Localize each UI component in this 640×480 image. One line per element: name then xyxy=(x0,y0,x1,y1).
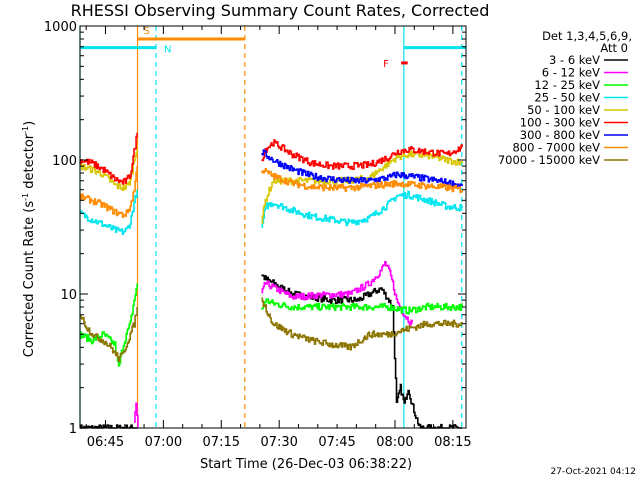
chart-title: RHESSI Observing Summary Count Rates, Co… xyxy=(71,1,490,20)
y-tick-labels: 1 10 100 1000 xyxy=(44,20,77,437)
x-tick-labels: 06:45 07:00 07:15 07:30 07:45 08:00 08:15 xyxy=(87,435,472,450)
series-800-7000-kev xyxy=(80,166,463,218)
date-stamp: 27-Oct-2021 04:12 xyxy=(551,467,636,477)
y-tick-label-1000: 1000 xyxy=(44,20,77,35)
series-12-25-kev-segment-0 xyxy=(80,283,138,367)
series-7000-15000-kev xyxy=(80,297,463,363)
flag-label-s: S xyxy=(144,26,150,37)
flag-label-f: F xyxy=(383,59,389,70)
legend-label-100-300-kev: 100 - 300 keV xyxy=(520,116,600,130)
series-7000-15000-kev-segment-0 xyxy=(80,307,138,363)
series-12-25-kev xyxy=(80,283,463,367)
legend-label-6-12-kev: 6 - 12 keV xyxy=(542,66,600,80)
flag-label-n: N xyxy=(164,45,171,56)
series-25-50-kev-segment-0 xyxy=(80,189,138,235)
series-100-300-kev-segment-1 xyxy=(261,139,463,170)
x-tick-label-07-45: 07:45 xyxy=(318,435,355,450)
x-axis-label: Start Time (26-Dec-03 06:38:22) xyxy=(200,457,412,472)
legend-label-50-100-kev: 50 - 100 keV xyxy=(527,103,600,117)
series-lines xyxy=(80,132,463,429)
x-tick-label-07-00: 07:00 xyxy=(145,435,182,450)
legend-label-25-50-kev: 25 - 50 keV xyxy=(534,91,600,105)
x-tick-label-08-15: 08:15 xyxy=(434,435,471,450)
x-tick-label-06-45: 06:45 xyxy=(87,435,124,450)
series-6-12-kev xyxy=(134,261,413,428)
observing-flags: S N F xyxy=(80,26,466,70)
y-tick-label-10: 10 xyxy=(60,288,77,303)
legend-label-12-25-kev: 12 - 25 keV xyxy=(534,78,600,92)
x-tick-label-08-00: 08:00 xyxy=(376,435,413,450)
series-7000-15000-kev-segment-1 xyxy=(261,297,463,351)
x-tick-label-07-15: 07:15 xyxy=(203,435,240,450)
series-25-50-kev xyxy=(80,189,463,235)
legend-header-detectors: Det 1,3,4,5,6,9, xyxy=(542,29,632,43)
y-tick-label-1: 1 xyxy=(69,422,77,437)
legend-label-300-800-kev: 300 - 800 keV xyxy=(520,128,600,142)
series-800-7000-kev-segment-0 xyxy=(80,166,138,218)
series-800-7000-kev-segment-1 xyxy=(261,168,463,194)
series-25-50-kev-segment-1 xyxy=(261,190,463,228)
y-axis-label: Corrected Count Rate (s-1 detector-1) xyxy=(21,121,37,357)
y-tick-label-100: 100 xyxy=(52,154,77,169)
series-12-25-kev-segment-1 xyxy=(261,298,463,315)
series-300-800-kev-segment-0 xyxy=(261,149,463,189)
series-3-6-kev-segment-1 xyxy=(261,274,463,429)
plot-frame xyxy=(79,25,467,429)
legend-label-3-6-kev: 3 - 6 keV xyxy=(549,53,600,67)
series-50-100-kev-segment-0 xyxy=(80,144,138,191)
series-6-12-kev-segment-1 xyxy=(261,261,413,326)
series-100-300-kev xyxy=(80,132,463,185)
series-100-300-kev-segment-0 xyxy=(80,132,138,185)
plot-axes xyxy=(79,25,467,429)
legend-header-attenuator: Att 0 xyxy=(600,41,628,55)
x-tick-label-07-30: 07:30 xyxy=(260,435,297,450)
series-6-12-kev-segment-0 xyxy=(134,402,139,428)
series-300-800-kev xyxy=(261,149,463,189)
legend-label-7000-15000-kev: 7000 - 15000 keV xyxy=(498,153,600,167)
legend-label-800-7000-kev: 800 - 7000 keV xyxy=(512,141,600,155)
